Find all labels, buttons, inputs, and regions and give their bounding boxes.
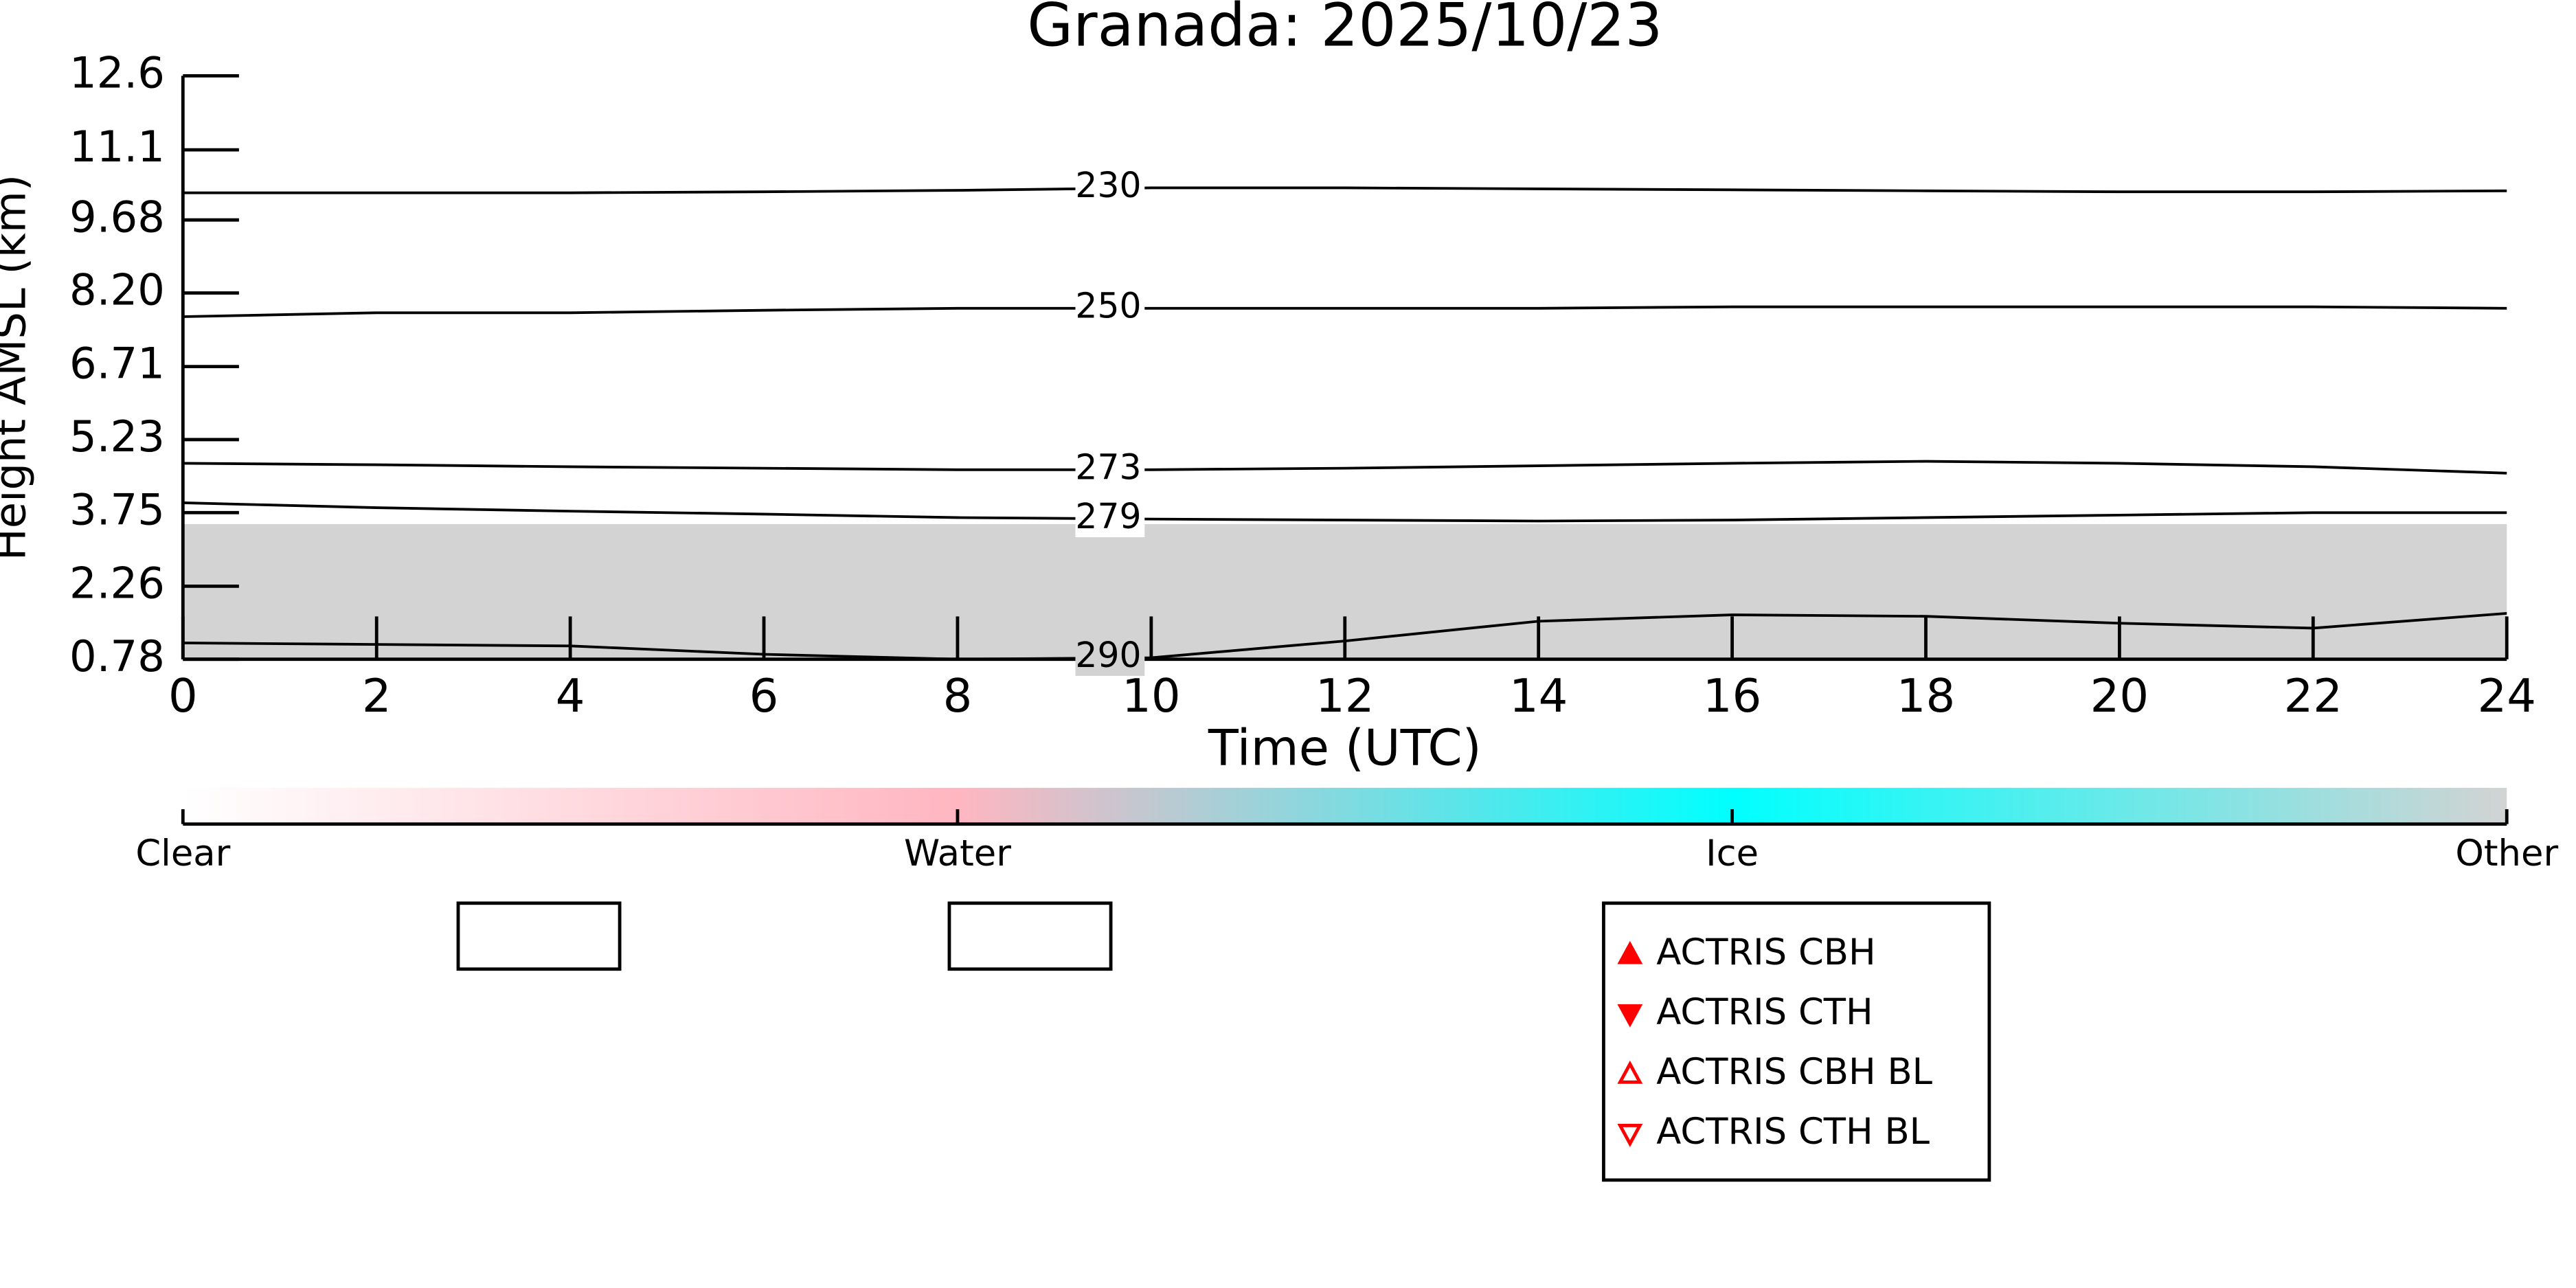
contour-label-bg [1075,640,1145,676]
chart-title: Granada: 2025/10/23 [1027,0,1662,60]
x-tick-label: 20 [2090,669,2149,723]
x-tick-label: 18 [1897,669,1955,723]
legend-marker [1617,940,1643,964]
contour-line [183,305,2507,318]
colorbar [183,787,2507,824]
contour-line [183,460,2507,475]
y-tick-label: 12.6 [69,47,165,98]
legend-label: ACTRIS CTH BL [1656,1111,1930,1153]
x-tick-label: 22 [2284,669,2342,723]
legend-label: ACTRIS CBH BL [1656,1051,1932,1093]
legend-label: ACTRIS CTH [1656,991,1873,1033]
y-tick-label: 8.20 [69,265,165,315]
legend-marker [1617,1124,1643,1147]
x-tick-label: 16 [1703,669,1761,723]
x-tick-label: 6 [749,669,779,723]
x-tick-label: 12 [1315,669,1374,723]
legend-marker [1617,1004,1643,1028]
contour-label-bg [1075,170,1145,206]
colorbar-label: Other [2455,833,2558,874]
contour-label: 250 [1075,285,1141,326]
x-tick-label: 14 [1509,669,1568,723]
empty-legend-box [947,901,1113,971]
contour-line [183,501,2507,523]
x-tick-label: 10 [1122,669,1180,723]
contour-label: 273 [1075,447,1141,487]
y-tick-label: 0.78 [69,631,165,681]
y-tick-label: 9.68 [69,192,165,242]
contour-label-bg [1075,451,1145,488]
x-tick-label: 4 [556,669,585,723]
contour-line [183,186,2507,194]
contour-label: 279 [1075,496,1141,536]
contour-label: 290 [1075,635,1141,675]
x-axis-label: Time (UTC) [1208,719,1482,777]
contour-label-bg [1075,501,1145,538]
x-tick-label: 0 [168,669,198,723]
y-tick-label: 11.1 [69,122,165,172]
y-tick-label: 3.75 [69,484,165,534]
empty-legend-box [456,901,622,971]
legend-label: ACTRIS CBH [1656,931,1875,973]
contour-label: 230 [1075,165,1141,205]
y-axis-label: Height AMSL (km) [0,174,35,561]
colorbar-label: Clear [135,833,230,874]
y-tick-label: 5.23 [69,411,165,462]
y-tick-label: 2.26 [69,558,165,608]
y-tick-label: 6.71 [69,339,165,389]
colorbar-label: Water [904,833,1011,874]
legend-marker [1617,1060,1643,1084]
contour-line [183,611,2507,661]
colorbar-label: Ice [1706,833,1759,874]
x-tick-label: 2 [362,669,392,723]
x-tick-label: 24 [2477,669,2535,723]
legend-box [1602,901,1991,1182]
x-tick-label: 8 [943,669,973,723]
contour-label-bg [1075,290,1145,327]
